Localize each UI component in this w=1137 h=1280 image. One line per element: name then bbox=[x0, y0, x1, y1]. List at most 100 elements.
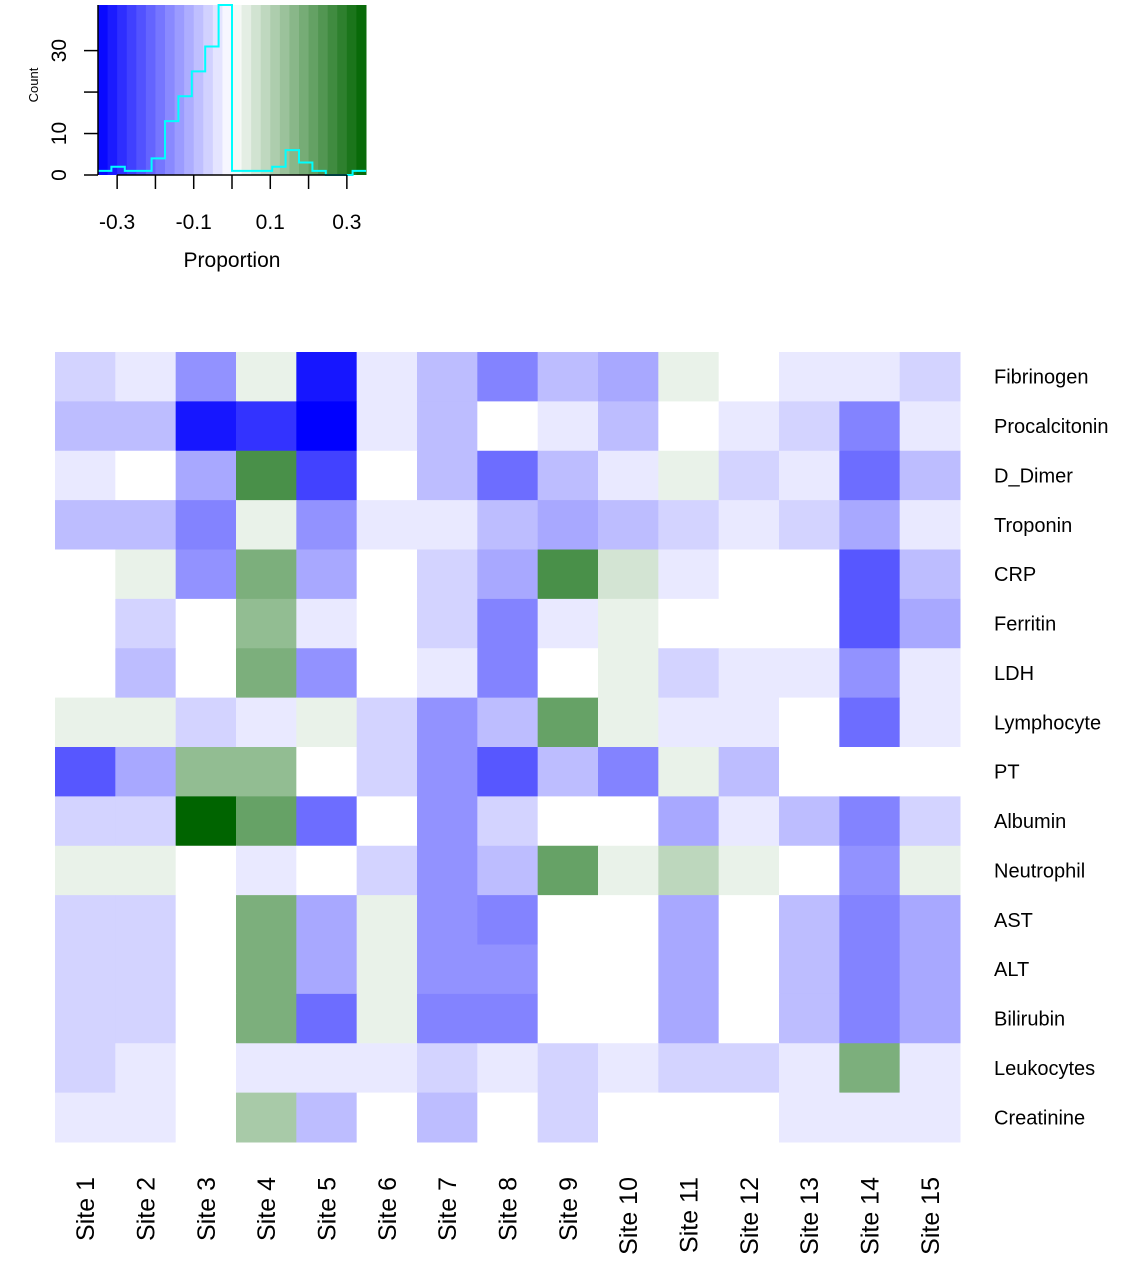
heatmap-cell bbox=[779, 895, 840, 945]
heatmap-cell bbox=[417, 747, 478, 797]
row-label: Creatinine bbox=[994, 1107, 1085, 1129]
heatmap-cell bbox=[175, 401, 237, 452]
heatmap-cell bbox=[236, 845, 297, 896]
heatmap-cell bbox=[236, 450, 297, 501]
column-label: Site 13 bbox=[796, 1177, 824, 1255]
heatmap-cell bbox=[236, 401, 297, 452]
heatmap-cell bbox=[55, 845, 116, 896]
heatmap-cell bbox=[718, 747, 780, 797]
key-x-tick-label: -0.1 bbox=[176, 211, 212, 234]
heatmap-cell bbox=[175, 845, 237, 896]
heatmap-cell bbox=[296, 845, 358, 896]
row-label: AST bbox=[994, 910, 1033, 932]
column-label: Site 5 bbox=[314, 1177, 342, 1241]
heatmap-cell bbox=[55, 1043, 116, 1094]
heatmap-cell bbox=[658, 1092, 720, 1143]
heatmap-cell bbox=[175, 549, 237, 600]
heatmap-cell bbox=[296, 944, 358, 995]
heatmap-cell bbox=[537, 401, 599, 452]
heatmap-cell bbox=[477, 796, 539, 847]
heatmap-cell bbox=[356, 944, 418, 995]
column-label: Site 6 bbox=[374, 1177, 402, 1241]
heatmap-cell bbox=[55, 1092, 116, 1143]
column-label: Site 11 bbox=[676, 1177, 704, 1253]
heatmap-cell bbox=[839, 944, 901, 995]
heatmap-cell bbox=[115, 352, 177, 402]
heatmap-cell bbox=[537, 796, 599, 847]
heatmap-cell bbox=[115, 895, 177, 945]
heatmap-cell bbox=[899, 450, 961, 501]
heatmap-cell bbox=[296, 598, 358, 649]
heatmap-cell bbox=[779, 993, 840, 1044]
heatmap-cell bbox=[477, 648, 539, 699]
heatmap-cell bbox=[356, 1043, 418, 1094]
heatmap-cell bbox=[296, 1092, 358, 1143]
heatmap-cell bbox=[658, 648, 720, 699]
heatmap-cell bbox=[356, 549, 418, 600]
heatmap-cell bbox=[175, 796, 237, 847]
heatmap-cell bbox=[598, 648, 659, 699]
heatmap-cell bbox=[175, 697, 237, 748]
heatmap-cell bbox=[296, 796, 358, 847]
heatmap-cell bbox=[537, 944, 599, 995]
heatmap-cell bbox=[55, 598, 116, 649]
row-label: Fibrinogen bbox=[994, 367, 1089, 389]
heatmap-cell bbox=[417, 598, 478, 649]
heatmap-cell bbox=[537, 993, 599, 1044]
heatmap-cell bbox=[417, 352, 478, 402]
heatmap-cell bbox=[718, 450, 780, 501]
heatmap-cell bbox=[899, 1043, 961, 1094]
row-label: PT bbox=[994, 762, 1020, 784]
heatmap-cell bbox=[839, 401, 901, 452]
key-stripe bbox=[136, 5, 147, 175]
column-label: Site 12 bbox=[736, 1177, 764, 1255]
heatmap-cell bbox=[55, 993, 116, 1044]
key-stripe bbox=[212, 5, 223, 175]
heatmap-cell bbox=[839, 895, 901, 945]
heatmap-cell bbox=[899, 500, 961, 550]
heatmap-cell bbox=[899, 598, 961, 649]
heatmap-cell bbox=[658, 450, 720, 501]
key-stripe bbox=[126, 5, 137, 175]
column-label: Site 14 bbox=[857, 1177, 885, 1255]
heatmap-cell bbox=[779, 500, 840, 550]
heatmap-cell bbox=[236, 993, 297, 1044]
column-label: Site 4 bbox=[253, 1177, 281, 1241]
heatmap-cell bbox=[658, 1043, 720, 1094]
heatmap-cell bbox=[899, 648, 961, 699]
heatmap-cell bbox=[839, 500, 901, 550]
heatmap-cell bbox=[899, 993, 961, 1044]
heatmap-cell bbox=[115, 993, 177, 1044]
heatmap-cell bbox=[779, 401, 840, 452]
column-label: Site 8 bbox=[495, 1177, 523, 1241]
heatmap-cell bbox=[598, 401, 659, 452]
heatmap-cell bbox=[718, 401, 780, 452]
heatmap-cell bbox=[839, 697, 901, 748]
heatmap-cell bbox=[115, 845, 177, 896]
heatmap-cell bbox=[356, 352, 418, 402]
heatmap-cell bbox=[236, 598, 297, 649]
key-stripe bbox=[318, 5, 329, 175]
heatmap-cell bbox=[175, 450, 237, 501]
row-label: Lymphocyte bbox=[994, 712, 1101, 734]
heatmap-cell bbox=[356, 401, 418, 452]
heatmap-cell bbox=[55, 796, 116, 847]
heatmap-cell bbox=[356, 993, 418, 1044]
heatmap-cell bbox=[477, 450, 539, 501]
key-y-label: Count bbox=[26, 67, 41, 102]
heatmap-cell bbox=[175, 1092, 237, 1143]
key-x-tick-label: 0.1 bbox=[256, 211, 285, 234]
heatmap-cell bbox=[55, 895, 116, 945]
key-histogram bbox=[98, 4, 366, 176]
heatmap-cell bbox=[55, 549, 116, 600]
heatmap-cell bbox=[417, 500, 478, 550]
heatmap-cell bbox=[537, 352, 599, 402]
heatmap-cell bbox=[839, 450, 901, 501]
heatmap-cell bbox=[839, 352, 901, 402]
heatmap-cell bbox=[537, 648, 599, 699]
heatmap-cell bbox=[899, 401, 961, 452]
heatmap-cell bbox=[598, 796, 659, 847]
heatmap-cell bbox=[779, 697, 840, 748]
heatmap-cell bbox=[477, 549, 539, 600]
key-stripe bbox=[346, 5, 357, 175]
